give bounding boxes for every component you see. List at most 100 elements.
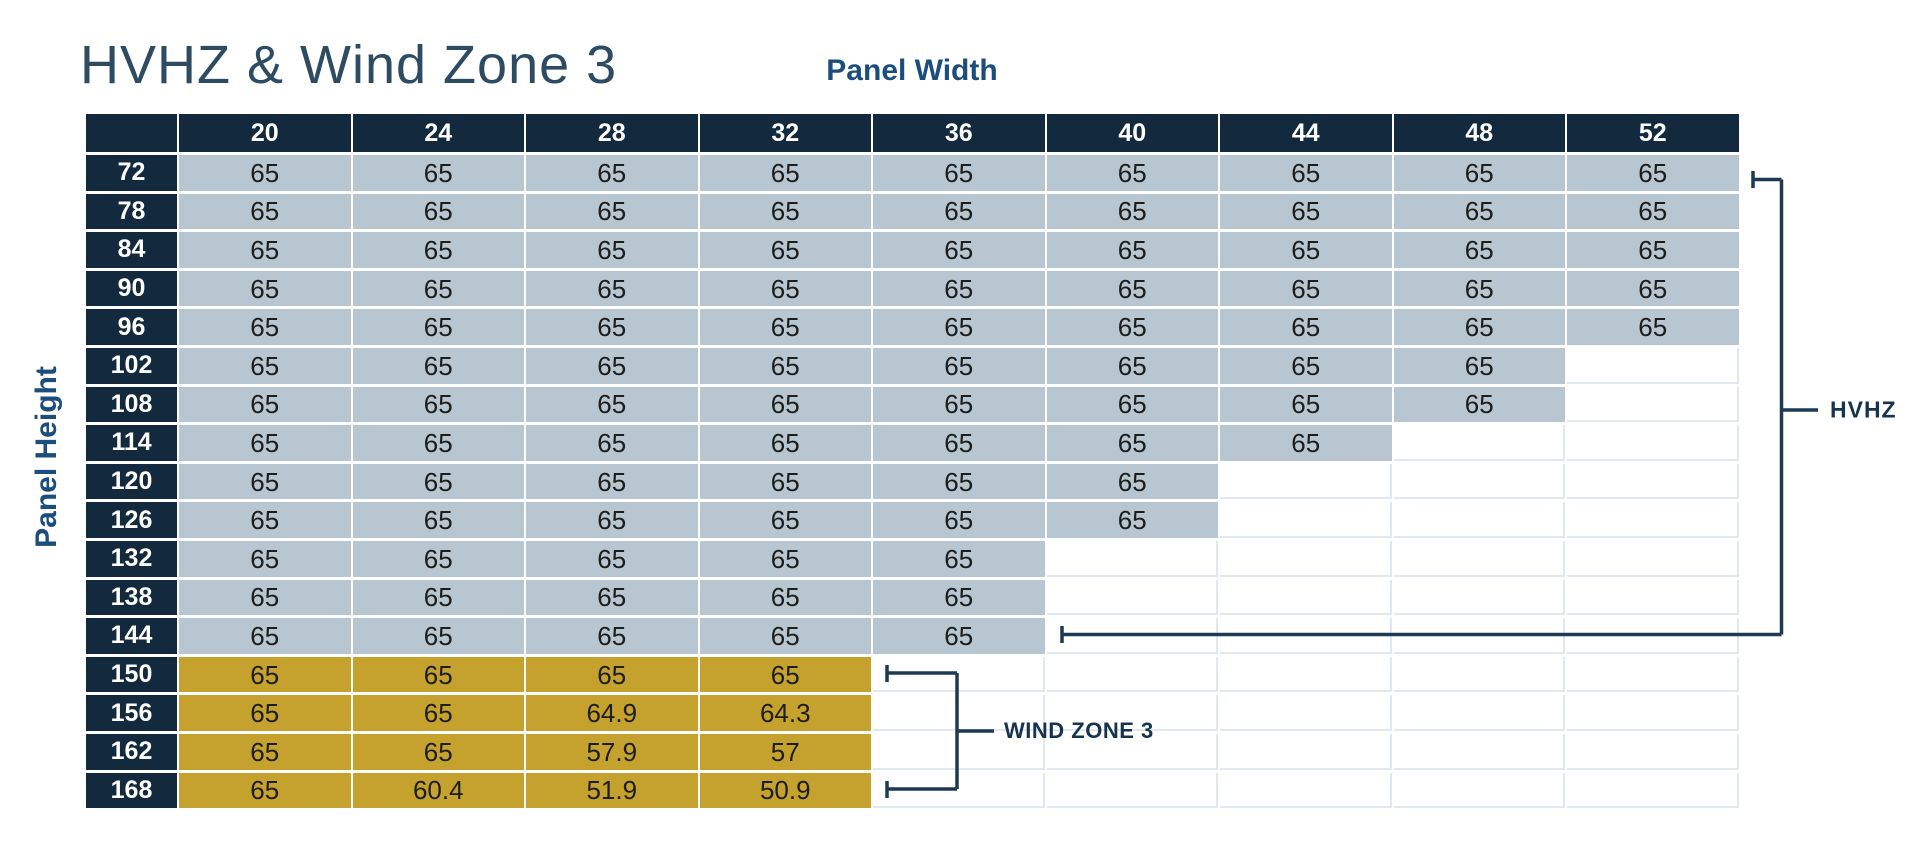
empty-cell	[1567, 347, 1739, 384]
empty-cell	[1220, 733, 1392, 770]
data-cell: 65	[179, 386, 351, 423]
empty-cell	[1046, 695, 1218, 731]
row-header-cell: 132	[86, 540, 177, 577]
data-cell: 65	[526, 155, 698, 191]
row-header-cell: 72	[86, 155, 177, 191]
data-cell: 65	[1046, 309, 1218, 345]
empty-cell	[1220, 463, 1392, 500]
page-title: HVHZ & Wind Zone 3	[80, 35, 618, 95]
data-cell: 65	[1393, 270, 1565, 307]
data-cell: 65	[699, 540, 871, 577]
data-cell: 65	[699, 579, 871, 616]
empty-cell	[1220, 656, 1392, 693]
data-cell: 57	[699, 733, 871, 770]
empty-cell	[1393, 502, 1565, 538]
data-cell: 65	[179, 232, 351, 268]
data-cell: 65	[179, 772, 351, 809]
data-cell: 65	[1220, 232, 1392, 268]
data-cell: 65	[179, 309, 351, 345]
data-cell: 65	[526, 656, 698, 693]
data-cell: 65	[526, 193, 698, 230]
empty-cell	[1046, 579, 1218, 616]
data-cell: 65	[1046, 463, 1218, 500]
data-cell: 65	[699, 618, 871, 654]
data-cell: 65	[526, 347, 698, 384]
empty-cell	[1046, 656, 1218, 693]
panel-size-table: 20 24 28 32 36 40 44 48 52 72 65 65 65 65 65 65 65 65 65 78…	[86, 114, 1739, 809]
data-cell: 65	[1567, 270, 1739, 307]
empty-cell	[1393, 772, 1565, 809]
empty-cell	[1567, 695, 1739, 731]
data-cell: 65	[1567, 232, 1739, 268]
row-header-cell: 108	[86, 386, 177, 423]
data-cell: 65	[1046, 425, 1218, 461]
data-cell: 65	[1393, 232, 1565, 268]
row-header-cell: 126	[86, 502, 177, 538]
data-cell: 65	[873, 618, 1045, 654]
empty-cell	[1567, 733, 1739, 770]
empty-cell	[1046, 772, 1218, 809]
data-cell: 65	[699, 270, 871, 307]
panel-width-axis-label: Panel Width	[826, 54, 998, 87]
data-cell: 65	[179, 463, 351, 500]
data-cell: 65	[526, 309, 698, 345]
data-cell: 65	[1567, 155, 1739, 191]
data-cell: 65	[526, 579, 698, 616]
data-cell: 65	[179, 425, 351, 461]
empty-cell	[1567, 772, 1739, 809]
hvhz-zone-label: HVHZ	[1830, 396, 1897, 423]
column-header-cell: 44	[1220, 114, 1392, 152]
row-header-cell: 78	[86, 193, 177, 230]
empty-cell	[1567, 463, 1739, 500]
data-cell: 65	[526, 270, 698, 307]
empty-cell	[1046, 540, 1218, 577]
row-header-cell: 96	[86, 309, 177, 345]
empty-cell	[1393, 579, 1565, 616]
panel-height-axis-label: Panel Height	[30, 366, 63, 548]
data-cell: 65	[179, 618, 351, 654]
data-cell: 65	[179, 155, 351, 191]
data-cell: 65	[352, 502, 524, 538]
data-cell: 65	[179, 695, 351, 731]
data-cell: 65	[352, 656, 524, 693]
data-cell: 65	[352, 695, 524, 731]
row-header-cell: 138	[86, 579, 177, 616]
empty-cell	[1220, 579, 1392, 616]
data-cell: 65	[352, 579, 524, 616]
column-header-cell: 20	[179, 114, 351, 152]
data-cell: 65	[1393, 386, 1565, 423]
column-header-cell: 28	[526, 114, 698, 152]
empty-cell	[1567, 386, 1739, 423]
data-cell: 65	[1046, 270, 1218, 307]
data-cell: 65	[1393, 155, 1565, 191]
column-header-cell: 24	[352, 114, 524, 152]
empty-cell	[1393, 695, 1565, 731]
data-cell: 65	[179, 540, 351, 577]
data-cell: 65	[873, 386, 1045, 423]
data-cell: 65	[352, 540, 524, 577]
data-cell: 65	[699, 155, 871, 191]
data-cell: 65	[873, 193, 1045, 230]
data-cell: 65	[526, 463, 698, 500]
data-cell: 57.9	[526, 733, 698, 770]
data-cell: 65	[352, 733, 524, 770]
row-header-cell: 120	[86, 463, 177, 500]
data-cell: 65	[179, 579, 351, 616]
data-cell: 65	[352, 386, 524, 423]
row-header-cell: 114	[86, 425, 177, 461]
row-header-cell: 156	[86, 695, 177, 731]
data-cell: 65	[873, 579, 1045, 616]
column-header-cell: 40	[1046, 114, 1218, 152]
empty-cell	[873, 656, 1045, 693]
data-cell: 65	[873, 502, 1045, 538]
empty-cell	[1567, 618, 1739, 654]
data-cell: 65	[1220, 347, 1392, 384]
empty-cell	[873, 772, 1045, 809]
data-cell: 65	[873, 463, 1045, 500]
empty-cell	[1220, 540, 1392, 577]
data-cell: 65	[179, 502, 351, 538]
data-cell: 65	[1046, 347, 1218, 384]
data-cell: 65	[352, 193, 524, 230]
data-cell: 65	[1046, 155, 1218, 191]
data-cell: 65	[1393, 347, 1565, 384]
